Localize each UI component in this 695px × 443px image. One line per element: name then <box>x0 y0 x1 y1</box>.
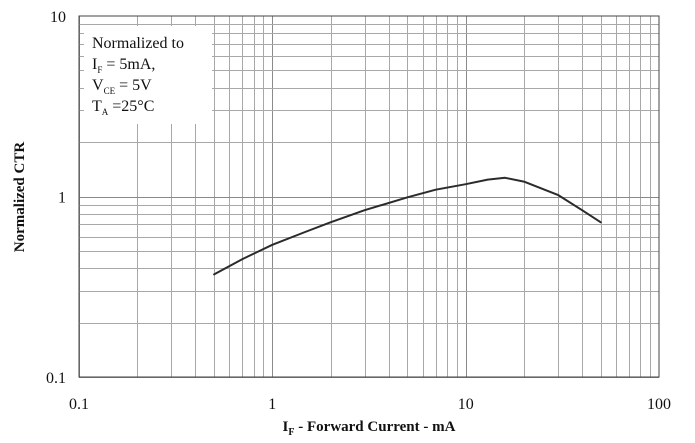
y-axis-title: Normalized CTR <box>12 142 28 253</box>
x-tick-label: 10 <box>458 396 474 413</box>
x-axis-title: IF - Forward Current - mA <box>283 419 456 438</box>
annotation-line: Normalized to <box>92 35 184 52</box>
x-tick-label: 0.1 <box>69 396 89 413</box>
annotation-box <box>84 26 212 124</box>
series-layer <box>213 176 602 276</box>
y-tick-label: 0.1 <box>46 370 66 387</box>
y-tick-label: 1 <box>58 190 66 207</box>
x-axis-title-main: I <box>283 419 289 435</box>
annotation-line: TA =25°C <box>92 98 154 117</box>
y-tick-label: 10 <box>50 9 66 26</box>
x-tick-label: 100 <box>647 396 671 413</box>
x-tick-label: 1 <box>268 396 276 413</box>
y-axis-ticks: 0.1 1 10 <box>46 9 66 387</box>
annotation-line: IF = 5mA, <box>92 56 155 75</box>
x-axis-ticks: 0.1 1 10 100 <box>69 396 671 413</box>
x-axis-title-sub: F <box>288 427 294 438</box>
annotation-line: VCE = 5V <box>92 77 152 96</box>
grid <box>79 16 659 378</box>
x-axis-title-rest: - Forward Current - mA <box>295 419 456 435</box>
annotation: Normalized to IF = 5mA, VCE = 5V TA =25°C <box>92 35 184 117</box>
plot-area-frame <box>78 15 660 378</box>
ctr-curve <box>213 176 602 276</box>
